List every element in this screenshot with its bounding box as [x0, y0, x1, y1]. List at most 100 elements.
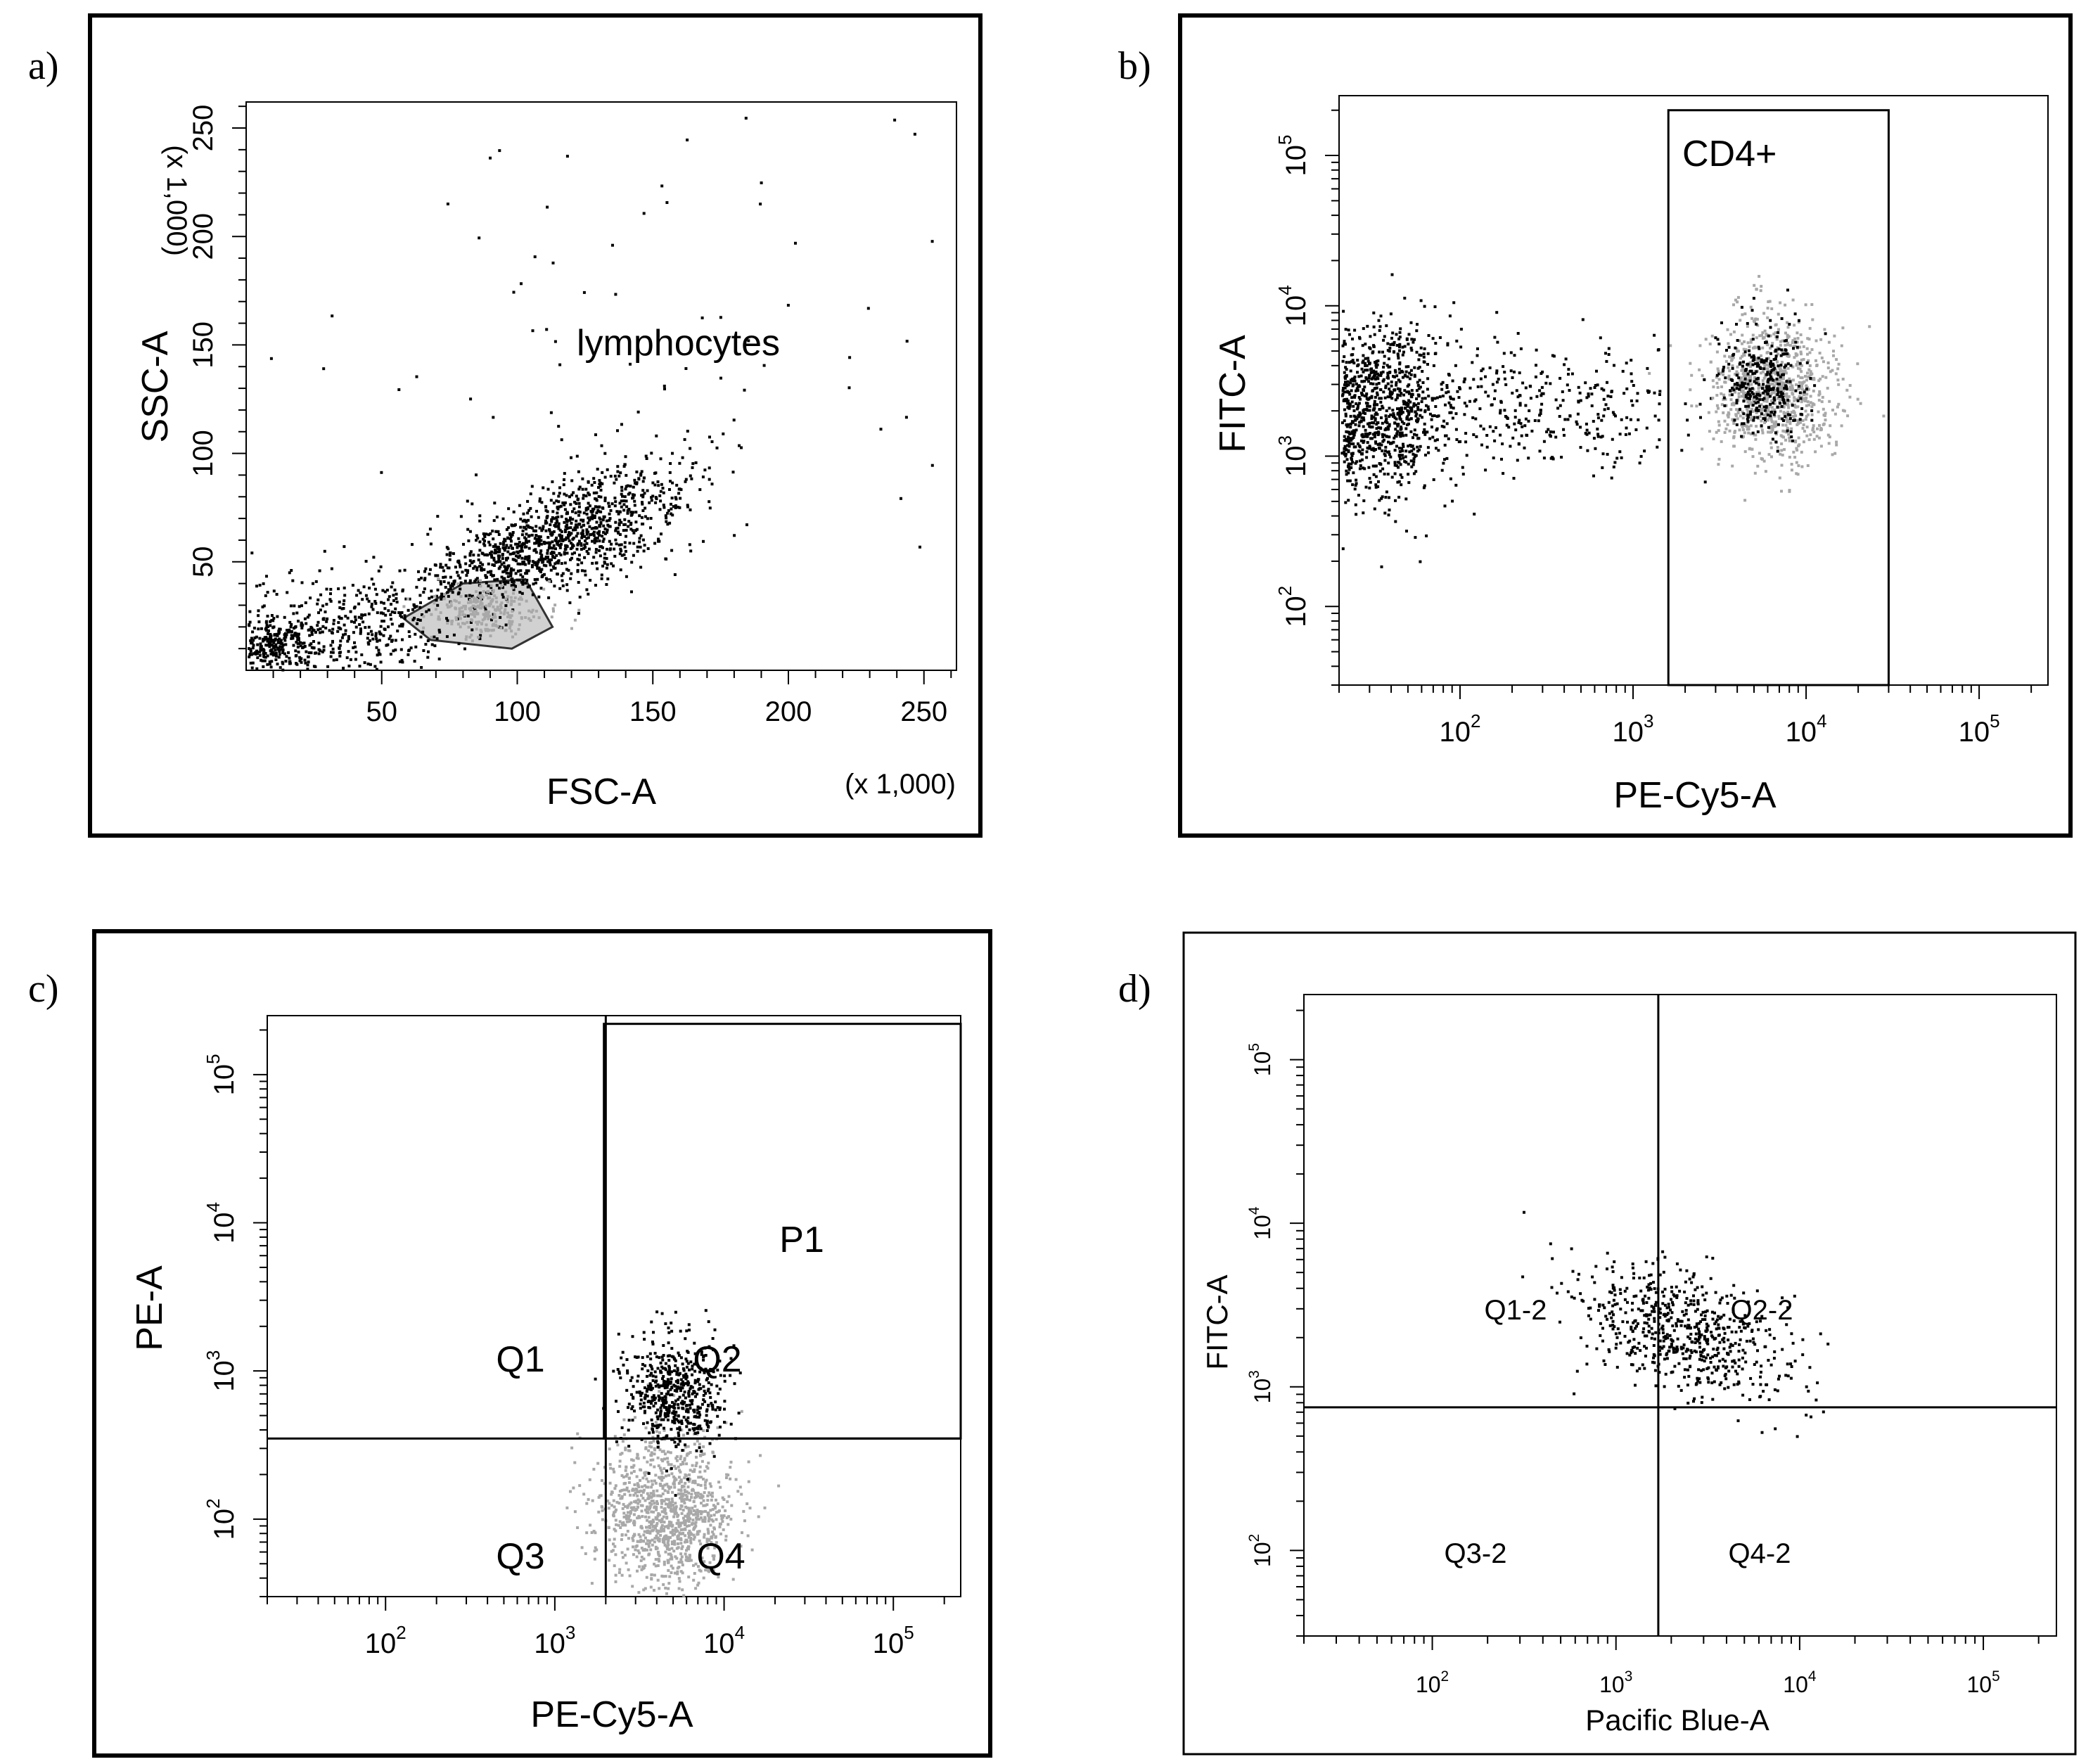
event-dot: [1749, 374, 1753, 378]
event-dot: [289, 625, 293, 629]
event-dot: [565, 494, 568, 497]
event-dot: [1778, 377, 1781, 381]
event-dot: [442, 597, 446, 601]
event-dot: [272, 617, 276, 620]
event-dot: [1451, 416, 1454, 420]
event-dot: [1375, 423, 1378, 426]
event-dot: [606, 563, 609, 566]
event-dot: [1827, 340, 1831, 344]
event-dot: [1765, 359, 1768, 362]
event-dot: [1568, 389, 1571, 392]
event-dot: [1361, 452, 1364, 455]
event-dot: [1369, 480, 1372, 484]
event-dot: [1409, 400, 1412, 404]
event-dot: [629, 485, 632, 488]
event-dot: [760, 181, 763, 184]
event-dot: [587, 516, 590, 520]
event-dot: [1796, 366, 1800, 370]
event-dot: [422, 649, 425, 652]
event-dot: [650, 1445, 653, 1449]
event-dot: [649, 517, 653, 520]
event-dot: [1351, 421, 1355, 424]
event-dot: [1355, 428, 1358, 432]
event-dot: [475, 534, 478, 537]
event-dot: [1797, 321, 1800, 324]
event-dot: [634, 511, 638, 514]
event-dot: [1401, 345, 1404, 349]
event-dot: [1714, 336, 1717, 340]
event-dot: [1797, 385, 1800, 388]
event-dot: [542, 525, 545, 528]
event-dot: [512, 290, 516, 294]
event-dot: [592, 534, 596, 537]
event-dot: [641, 509, 645, 512]
event-dot: [1376, 433, 1380, 436]
plot-area-c: [267, 1015, 961, 1597]
event-dot: [531, 329, 535, 333]
event-dot: [276, 646, 280, 650]
event-dot: [1433, 305, 1437, 309]
event-dot: [631, 1508, 634, 1511]
event-dot: [1381, 421, 1384, 425]
event-dot: [1383, 473, 1386, 475]
event-dot: [1417, 437, 1421, 440]
event-dot: [1542, 392, 1545, 395]
event-dot: [1741, 379, 1744, 383]
event-dot: [1778, 384, 1781, 388]
event-dot: [558, 546, 562, 549]
event-dot: [494, 596, 498, 600]
event-dot: [627, 1504, 630, 1507]
event-dot: [436, 603, 440, 607]
event-dot: [585, 542, 589, 545]
event-dot: [520, 533, 524, 537]
event-dot: [670, 549, 674, 552]
event-dot: [1387, 366, 1390, 369]
event-dot: [489, 570, 492, 573]
event-dot: [470, 561, 473, 565]
event-dot: [1387, 357, 1390, 361]
event-dot: [1433, 439, 1437, 442]
event-dot: [401, 660, 404, 664]
event-dot: [564, 544, 568, 547]
event-dot: [1394, 371, 1397, 374]
event-dot: [1762, 417, 1765, 421]
event-dot: [557, 494, 561, 498]
event-dot: [319, 627, 322, 631]
event-dot: [1358, 459, 1362, 463]
event-dot: [491, 624, 494, 627]
event-dot: [1345, 469, 1348, 473]
event-dot: [1360, 391, 1363, 395]
event-dot: [1765, 357, 1769, 361]
event-dot: [541, 528, 544, 531]
event-dot: [1407, 390, 1411, 394]
event-dot: [1788, 380, 1792, 383]
event-dot: [531, 608, 535, 612]
event-dot: [1729, 398, 1733, 402]
event-dot: [585, 513, 589, 516]
event-dot: [708, 500, 711, 504]
event-dot: [1788, 436, 1791, 440]
event-dot: [1440, 425, 1444, 428]
event-dot: [1409, 369, 1413, 372]
event-dot: [501, 586, 504, 589]
event-dot: [578, 485, 582, 489]
event-dot: [698, 1443, 701, 1446]
event-dot: [587, 530, 590, 534]
event-dot: [1788, 385, 1792, 389]
event-dot: [552, 530, 556, 533]
event-dot: [1421, 370, 1424, 373]
event-dot: [298, 659, 302, 663]
event-dot: [703, 1535, 706, 1539]
event-dot: [553, 562, 557, 565]
event-dot: [584, 509, 588, 512]
event-dot: [1769, 347, 1772, 350]
event-dot: [492, 416, 495, 419]
event-dot: [1397, 461, 1401, 464]
event-dot: [295, 663, 299, 666]
event-dot: [1776, 371, 1779, 375]
event-dot: [1395, 417, 1398, 421]
event-dot: [1773, 398, 1777, 402]
event-dot: [1746, 370, 1749, 373]
event-dot: [367, 599, 371, 603]
event-dot: [613, 481, 616, 485]
